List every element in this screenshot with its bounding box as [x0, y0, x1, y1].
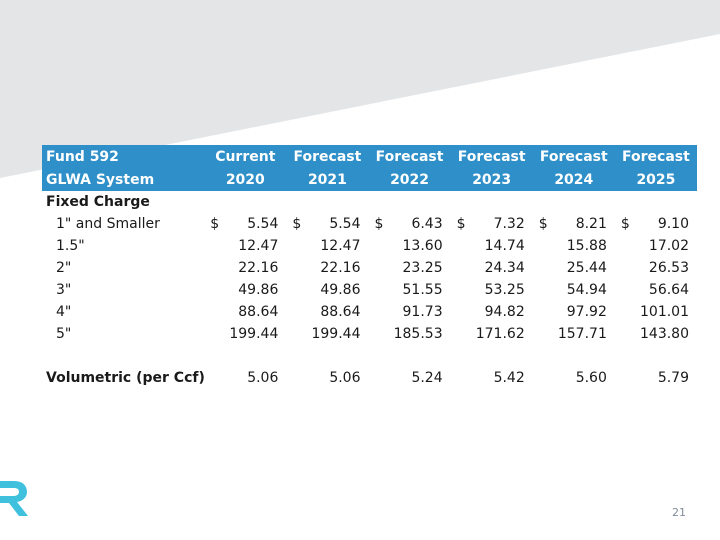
currency-sign: $	[292, 216, 302, 232]
cell-value: 97.92	[566, 304, 607, 320]
header-year-2025: 2025	[614, 168, 697, 191]
rate-table: Fund 592 Current Forecast Forecast Forec…	[42, 145, 697, 389]
header-year-2024: 2024	[532, 168, 615, 191]
cell-value: 94.82	[484, 304, 525, 320]
header-forecast-2022: Forecast	[368, 145, 451, 168]
header-year-2020: 2020	[204, 168, 287, 191]
cell-value: 13.60	[402, 238, 443, 254]
cell-value: 17.02	[648, 238, 689, 254]
header-forecast-2024: Forecast	[532, 145, 615, 168]
cell-value: 5.06	[329, 370, 361, 386]
section-fixed-charge: Fixed Charge	[46, 194, 150, 210]
cell-value: 54.94	[566, 282, 607, 298]
cell-value: 53.25	[484, 282, 525, 298]
cell-value: 22.16	[238, 260, 279, 276]
cell-value: 5.79	[657, 370, 689, 386]
cell-value: 24.34	[484, 260, 525, 276]
header-forecast-2023: Forecast	[450, 145, 533, 168]
header-year-2021: 2021	[286, 168, 369, 191]
cell-value: 12.47	[320, 238, 361, 254]
table-row: 1" and Smaller $5.54 $5.54 $6.43 $7.32 $…	[42, 213, 697, 235]
cell-number: 6.43	[411, 216, 443, 232]
section-row: Fixed Charge	[42, 191, 697, 213]
page-number: 21	[672, 506, 686, 519]
volumetric-label: Volumetric (per Ccf)	[46, 370, 205, 386]
cell-value: $6.43	[368, 213, 450, 235]
cell-value: 143.80	[640, 326, 689, 342]
cell-value: 14.74	[484, 238, 525, 254]
currency-sign: $	[374, 216, 384, 232]
cell-value: $8.21	[533, 213, 615, 235]
table-row: 5" 199.44 199.44 185.53 171.62 157.71 14…	[42, 323, 697, 345]
cell-value: 199.44	[311, 326, 361, 342]
cell-value: 26.53	[648, 260, 689, 276]
cell-value: 22.16	[320, 260, 361, 276]
cell-number: 5.54	[329, 216, 361, 232]
row-label: 5"	[56, 326, 72, 342]
cell-value: 56.64	[648, 282, 689, 298]
cell-value: 15.88	[566, 238, 607, 254]
cell-value: 91.73	[402, 304, 443, 320]
header-forecast-2025: Forecast	[614, 145, 697, 168]
cell-value: 199.44	[229, 326, 279, 342]
cell-value: 5.60	[575, 370, 607, 386]
cell-number: 9.10	[657, 216, 689, 232]
cell-value: 5.24	[411, 370, 443, 386]
cell-value: 5.42	[493, 370, 525, 386]
cell-value: 49.86	[320, 282, 361, 298]
cell-value: 185.53	[393, 326, 443, 342]
cell-value: 49.86	[238, 282, 279, 298]
currency-sign: $	[456, 216, 466, 232]
currency-sign: $	[620, 216, 630, 232]
table-row: 2" 22.16 22.16 23.25 24.34 25.44 26.53	[42, 257, 697, 279]
cell-value: 12.47	[238, 238, 279, 254]
cell-value: 51.55	[402, 282, 443, 298]
row-label: 2"	[56, 260, 72, 276]
cell-value: 171.62	[475, 326, 525, 342]
table-row: 3" 49.86 49.86 51.55 53.25 54.94 56.64	[42, 279, 697, 301]
table-row: 4" 88.64 88.64 91.73 94.82 97.92 101.01	[42, 301, 697, 323]
currency-sign: $	[538, 216, 548, 232]
header-row-1: Fund 592 Current Forecast Forecast Forec…	[42, 145, 697, 168]
header-system: GLWA System	[42, 168, 205, 191]
header-row-2: GLWA System 2020 2021 2022 2023 2024 202…	[42, 168, 697, 191]
rate-table-container: Fund 592 Current Forecast Forecast Forec…	[42, 145, 697, 389]
cell-value: $5.54	[204, 213, 286, 235]
spacer-row	[42, 345, 697, 367]
header-current: Current	[204, 145, 287, 168]
cell-value: 88.64	[320, 304, 361, 320]
row-label: 4"	[56, 304, 72, 320]
cell-value: $7.32	[451, 213, 533, 235]
row-label: 3"	[56, 282, 72, 298]
cell-value: 25.44	[566, 260, 607, 276]
row-label: 1" and Smaller	[56, 216, 160, 232]
header-fund: Fund 592	[42, 145, 205, 168]
cell-value: 88.64	[238, 304, 279, 320]
header-year-2023: 2023	[450, 168, 533, 191]
table-row: 1.5" 12.47 12.47 13.60 14.74 15.88 17.02	[42, 235, 697, 257]
cell-value: 157.71	[557, 326, 607, 342]
currency-sign: $	[210, 216, 220, 232]
header-forecast-2021: Forecast	[286, 145, 369, 168]
row-label: 1.5"	[56, 238, 85, 254]
partial-brand-logo-icon	[0, 481, 28, 516]
cell-number: 8.21	[575, 216, 607, 232]
cell-value: $9.10	[615, 213, 697, 235]
cell-value: 5.06	[247, 370, 279, 386]
volumetric-row: Volumetric (per Ccf) 5.06 5.06 5.24 5.42…	[42, 367, 697, 389]
cell-number: 5.54	[247, 216, 279, 232]
cell-number: 7.32	[493, 216, 525, 232]
cell-value: $5.54	[286, 213, 368, 235]
cell-value: 23.25	[402, 260, 443, 276]
header-year-2022: 2022	[368, 168, 451, 191]
cell-value: 101.01	[640, 304, 689, 320]
